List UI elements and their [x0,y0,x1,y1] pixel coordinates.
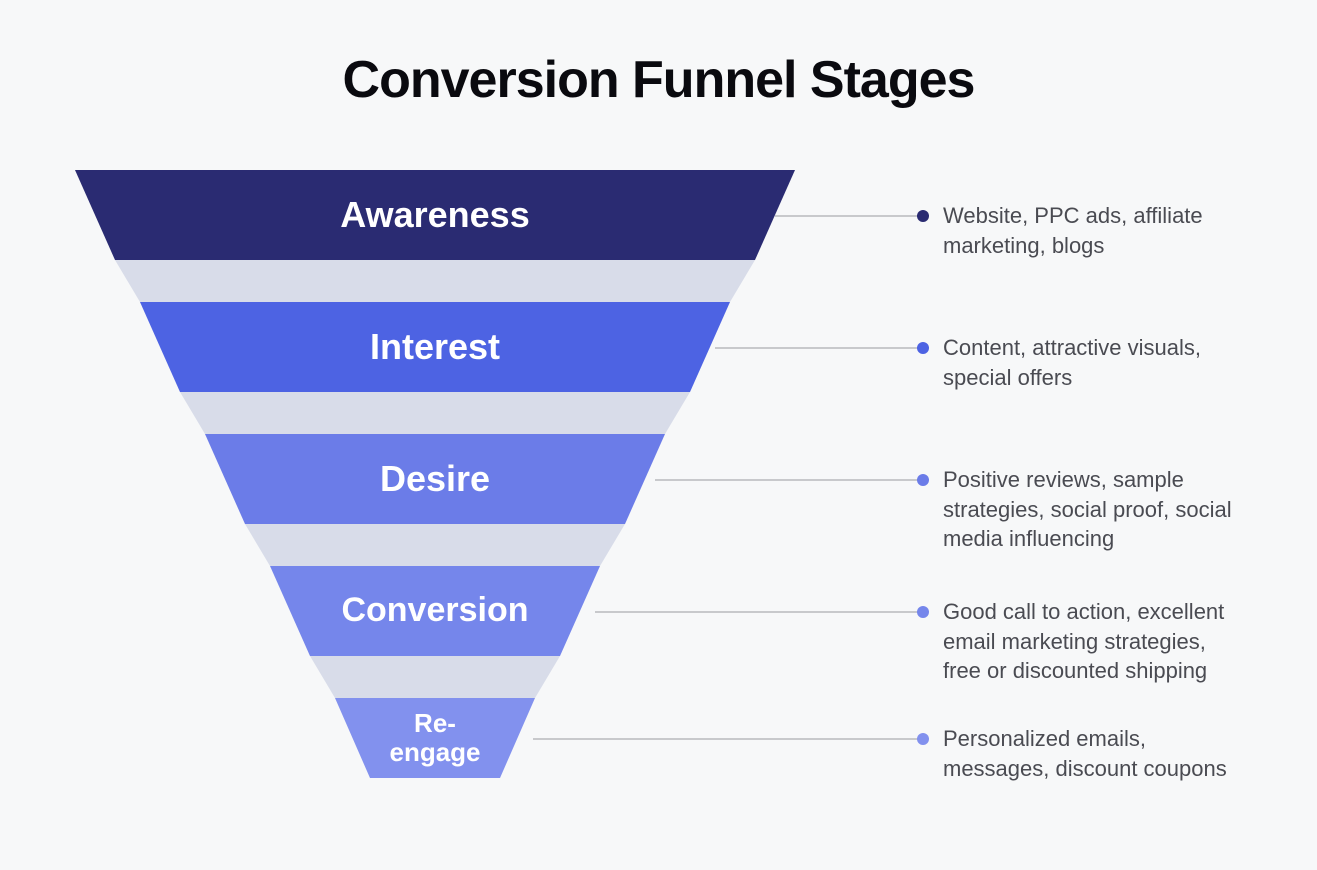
funnel-stage-re-engage: Re- engagePersonalized emails, messages,… [75,698,1242,778]
stage-description: Positive reviews, sample strategies, soc… [943,465,1242,554]
stage-description: Good call to action, excellent email mar… [943,597,1242,686]
stage-description: Content, attractive visuals, special off… [943,333,1242,392]
funnel-shadow [75,392,875,436]
funnel-stage-label: Conversion [270,566,600,656]
bullet-icon [917,342,929,354]
bullet-icon [917,606,929,618]
connector-line [655,479,923,481]
funnel-stage-desire: DesirePositive reviews, sample strategie… [75,434,1242,524]
funnel-shadow [75,656,875,700]
page-title: Conversion Funnel Stages [75,50,1242,110]
bullet-icon [917,733,929,745]
connector-line [775,215,923,217]
funnel-shadow [75,524,875,568]
funnel-stage-label: Desire [205,434,665,524]
stage-description: Personalized emails, messages, discount … [943,724,1242,783]
funnel-area: Awareness Website, PPC ads, affiliate mar… [75,170,1242,820]
funnel-stage-conversion: ConversionGood call to action, excellent… [75,566,1242,656]
stage-description: Website, PPC ads, affiliate marketing, b… [943,201,1242,260]
funnel-stage-label: Re- engage [335,698,535,778]
funnel-diagram: Awareness Website, PPC ads, affiliate mar… [75,170,1242,820]
bullet-icon [917,474,929,486]
connector-line [595,611,923,613]
bullet-icon [917,210,929,222]
connector-line [715,347,923,349]
funnel-shadow [75,260,875,304]
funnel-stage-awareness: Awareness Website, PPC ads, affiliate mar… [75,170,1242,260]
connector-line [533,738,923,740]
funnel-stage-interest: Interest Content, attractive visuals, spe… [75,302,1242,392]
funnel-stage-label: Interest [140,302,730,392]
funnel-stage-label: Awareness [75,170,795,260]
